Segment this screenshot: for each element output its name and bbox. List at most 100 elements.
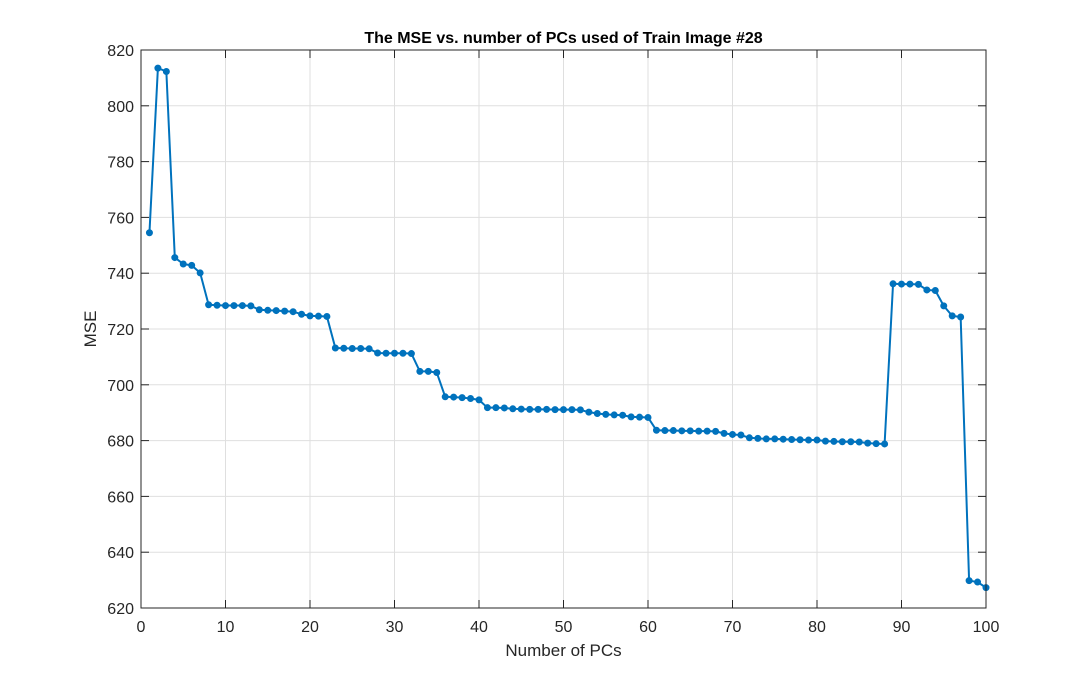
data-point — [788, 435, 796, 443]
data-point — [881, 440, 889, 448]
data-point — [323, 312, 331, 320]
data-point — [458, 394, 466, 402]
data-point — [830, 437, 838, 445]
data-point — [306, 312, 314, 320]
data-point — [416, 367, 424, 375]
data-point — [568, 406, 576, 414]
data-point — [771, 435, 779, 443]
data-point — [729, 430, 736, 438]
data-point — [391, 349, 398, 357]
data-point — [475, 396, 483, 404]
data-point — [678, 427, 686, 435]
data-point — [255, 306, 263, 314]
data-point — [889, 280, 897, 288]
data-point — [838, 438, 846, 446]
data-point — [188, 261, 196, 269]
data-point — [602, 410, 610, 418]
data-point — [162, 67, 170, 75]
data-point — [281, 307, 289, 315]
x-tick-label: 70 — [724, 619, 742, 636]
ticks: 0 10 20 30 40 50 60 70 80 90 100 620 640 660 680 700 720… — [107, 43, 999, 636]
data-point — [923, 286, 931, 294]
data-point — [965, 577, 973, 585]
y-tick-label: 720 — [107, 322, 134, 339]
data-point — [551, 406, 559, 414]
data-point — [576, 406, 584, 414]
data-point — [500, 404, 508, 412]
x-tick-label: 30 — [386, 619, 404, 636]
data-point — [213, 301, 221, 309]
data-point — [796, 436, 804, 444]
data-point — [855, 438, 863, 446]
data-point — [610, 411, 618, 419]
data-point — [957, 313, 965, 321]
data-point — [931, 286, 939, 294]
chart-title: The MSE vs. number of PCs used of Train … — [364, 30, 762, 47]
data-point — [171, 254, 179, 262]
data-point — [298, 310, 306, 318]
data-point — [745, 434, 753, 442]
data-point — [289, 308, 297, 316]
data-point — [348, 345, 356, 353]
data-point — [737, 431, 745, 439]
data-point — [779, 435, 787, 443]
data-point — [441, 393, 449, 401]
data-point — [450, 393, 458, 401]
data-point — [754, 434, 762, 442]
data-point — [703, 427, 711, 435]
x-axis-label: Number of PCs — [505, 641, 621, 660]
data-point — [264, 306, 272, 314]
data-point — [712, 427, 720, 435]
data-point — [382, 349, 390, 357]
data-point — [517, 405, 525, 413]
data-point — [864, 439, 872, 447]
data-point — [619, 411, 627, 419]
data-point — [560, 406, 567, 414]
data-point — [593, 410, 601, 418]
data-point — [374, 349, 382, 357]
y-tick-label: 800 — [107, 99, 134, 116]
series-layer — [145, 64, 990, 592]
data-point — [652, 426, 660, 434]
data-point — [940, 302, 948, 310]
data-point — [483, 404, 491, 412]
y-tick-label: 740 — [107, 266, 134, 283]
data-point — [340, 344, 348, 352]
data-point — [898, 280, 905, 288]
data-point — [762, 435, 770, 443]
data-point — [720, 429, 728, 437]
data-point — [627, 413, 635, 421]
x-tick-label: 50 — [555, 619, 573, 636]
data-point — [847, 438, 855, 446]
y-tick-label: 660 — [107, 489, 134, 506]
data-point — [433, 369, 441, 377]
data-point — [644, 413, 652, 421]
data-point — [686, 427, 694, 435]
data-point — [974, 578, 982, 586]
data-point — [534, 405, 542, 413]
data-point — [205, 301, 213, 309]
data-point — [543, 405, 551, 413]
data-point — [424, 367, 432, 375]
x-tick-label: 60 — [639, 619, 657, 636]
x-tick-label: 90 — [893, 619, 911, 636]
y-tick-label: 820 — [107, 43, 134, 60]
data-point — [467, 394, 475, 402]
data-point — [399, 349, 407, 357]
data-point — [365, 345, 373, 353]
data-point — [948, 312, 956, 320]
y-tick-label: 680 — [107, 434, 134, 451]
data-point — [872, 440, 880, 448]
data-point — [669, 427, 677, 435]
y-tick-label: 640 — [107, 545, 134, 562]
data-point — [821, 437, 829, 445]
data-point — [154, 64, 162, 72]
x-tick-label: 20 — [301, 619, 319, 636]
data-point — [230, 302, 238, 310]
data-point — [247, 302, 255, 310]
data-point — [636, 413, 644, 421]
data-point — [145, 229, 153, 237]
data-point — [661, 427, 669, 435]
x-tick-label: 40 — [470, 619, 488, 636]
